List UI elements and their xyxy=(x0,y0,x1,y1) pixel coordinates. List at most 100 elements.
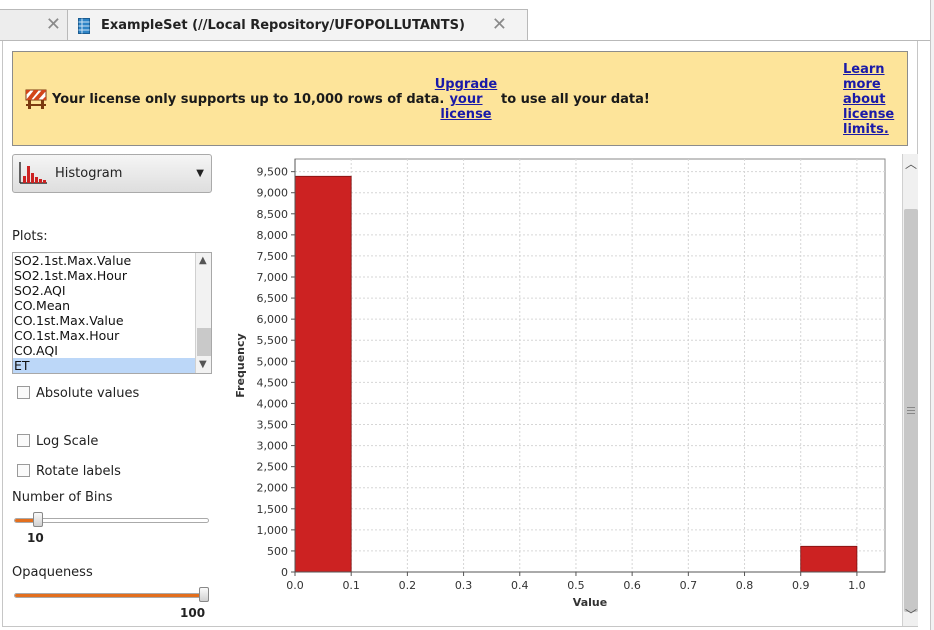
absolute-values-label: Absolute values xyxy=(36,386,140,401)
tab-close-icon[interactable]: ✕ xyxy=(491,14,507,35)
license-message: Your license only supports up to 10,000 … xyxy=(52,92,445,107)
y-tick-label: 2,500 xyxy=(257,461,289,474)
link-line: Upgrade xyxy=(434,77,498,92)
link-line: about xyxy=(843,92,886,107)
y-tick-label: 6,500 xyxy=(257,292,289,305)
tab-divider xyxy=(0,40,934,41)
x-tick-label: 0.7 xyxy=(680,579,698,592)
y-tick-label: 4,000 xyxy=(257,397,289,410)
license-banner: Your license only supports up to 10,000 … xyxy=(12,51,908,146)
upgrade-license-link[interactable]: Upgrade your license xyxy=(434,77,498,122)
x-tick-label: 0.2 xyxy=(399,579,417,592)
slider-track xyxy=(14,518,209,523)
plots-label: Plots: xyxy=(12,229,48,244)
number-of-bins-label: Number of Bins xyxy=(12,490,113,505)
y-tick-label: 7,500 xyxy=(257,250,289,263)
plot-type-value: Histogram xyxy=(55,166,123,181)
log-scale-checkbox[interactable] xyxy=(17,434,30,447)
y-tick-label: 1,500 xyxy=(257,503,289,516)
plots-list-scrollbar[interactable]: ▲ ▼ xyxy=(195,253,211,373)
list-item[interactable]: CO.AQI xyxy=(14,343,58,358)
y-tick-label: 7,000 xyxy=(257,271,289,284)
y-tick-label: 3,000 xyxy=(257,440,289,453)
y-tick-label: 5,500 xyxy=(257,334,289,347)
link-line: license xyxy=(440,107,492,122)
link-line: license xyxy=(843,107,895,122)
chevron-down-icon[interactable]: ▼ xyxy=(199,359,207,370)
x-tick-label: 0.9 xyxy=(792,579,810,592)
link-line: more xyxy=(843,77,881,92)
y-tick-label: 8,500 xyxy=(257,208,289,221)
list-item[interactable]: SO2.1st.Max.Value xyxy=(14,253,132,268)
x-axis-title: Value xyxy=(573,596,607,609)
rotate-labels-label: Rotate labels xyxy=(36,464,121,479)
panel-scroll-thumb[interactable] xyxy=(904,209,918,612)
chevron-down-icon: ▼ xyxy=(196,168,204,179)
x-tick-label: 0.5 xyxy=(567,579,585,592)
y-tick-label: 5,000 xyxy=(257,355,289,368)
y-tick-label: 9,500 xyxy=(257,166,289,179)
tab-close-icon[interactable]: ✕ xyxy=(45,14,61,35)
histogram-bar-0 xyxy=(294,175,352,573)
license-message-suffix: to use all your data! xyxy=(501,92,650,107)
x-tick-label: 0.4 xyxy=(511,579,529,592)
histogram-icon xyxy=(18,161,48,188)
x-tick-label: 1.0 xyxy=(848,579,866,592)
absolute-values-checkbox[interactable] xyxy=(17,386,30,399)
x-tick-label: 0.0 xyxy=(286,579,304,592)
y-tick-label: 4,500 xyxy=(257,376,289,389)
editor-tab-strip: ✕ ExampleSet (//Local Repository/UFOPOLL… xyxy=(0,0,934,41)
y-axis-title: Frequency xyxy=(234,333,247,397)
y-tick-label: 500 xyxy=(267,545,288,558)
link-line: limits. xyxy=(843,122,889,137)
window-edge xyxy=(930,0,934,630)
number-of-bins-slider[interactable] xyxy=(14,512,210,528)
tab-title: ExampleSet (//Local Repository/UFOPOLLUT… xyxy=(101,18,465,33)
y-tick-label: 0 xyxy=(281,566,288,579)
scroll-grip-icon xyxy=(907,407,915,414)
tab-exampleset[interactable]: ExampleSet (//Local Repository/UFOPOLLUT… xyxy=(67,9,528,41)
x-tick-label: 0.3 xyxy=(455,579,473,592)
x-tick-label: 0.1 xyxy=(342,579,360,592)
x-tick-label: 0.8 xyxy=(736,579,754,592)
histogram-chart: 0 500 1,000 1,500 2,000 2,500 3,000 3,500 4,000 4… xyxy=(222,154,902,624)
y-tick-label: 9,000 xyxy=(257,187,289,200)
list-item[interactable]: CO.1st.Max.Hour xyxy=(14,328,120,343)
exampleset-icon xyxy=(78,18,90,37)
list-item[interactable]: SO2.1st.Max.Hour xyxy=(14,268,127,283)
tab-previous[interactable]: ✕ xyxy=(0,9,68,41)
slider-thumb[interactable] xyxy=(199,587,209,602)
learn-more-link[interactable]: Learn more about license limits. xyxy=(843,62,899,137)
y-tick-label: 6,000 xyxy=(257,313,289,326)
list-item[interactable]: CO.Mean xyxy=(14,298,71,313)
list-item[interactable]: SO2.AQI xyxy=(14,283,66,298)
x-tick-label: 0.6 xyxy=(623,579,641,592)
y-tick-label: 1,000 xyxy=(257,524,289,537)
list-item[interactable]: CO.1st.Max.Value xyxy=(14,313,124,328)
plot-area xyxy=(294,158,886,573)
histogram-bar-1 xyxy=(800,545,858,573)
histogram-svg: 0 500 1,000 1,500 2,000 2,500 3,000 3,500 4,000 4… xyxy=(234,158,886,609)
chevron-up-icon[interactable]: ︿ xyxy=(905,157,918,171)
list-item-selected[interactable]: ET xyxy=(13,358,196,373)
roadblock-icon xyxy=(24,88,48,113)
y-tick-label: 3,500 xyxy=(257,419,289,432)
slider-thumb[interactable] xyxy=(33,512,43,527)
plots-list-scroll-thumb[interactable] xyxy=(197,328,211,356)
number-of-bins-value: 10 xyxy=(27,531,44,545)
link-line: Learn xyxy=(843,62,885,77)
slider-fill xyxy=(15,594,204,597)
panel-scrollbar[interactable]: ︿ ﹀ xyxy=(902,154,918,626)
plots-list[interactable]: SO2.1st.Max.Value SO2.1st.Max.Hour SO2.A… xyxy=(12,252,212,374)
slider-fill xyxy=(15,519,38,522)
opaqueness-label: Opaqueness xyxy=(12,565,93,580)
chevron-down-icon[interactable]: ﹀ xyxy=(905,608,918,622)
plot-type-dropdown[interactable]: Histogram ▼ xyxy=(12,154,212,193)
opaqueness-value: 100 xyxy=(180,606,206,620)
link-line: your xyxy=(449,92,483,107)
y-tick-label: 2,000 xyxy=(257,482,289,495)
y-tick-label: 8,000 xyxy=(257,229,289,242)
opaqueness-slider[interactable] xyxy=(14,587,210,603)
chevron-up-icon[interactable]: ▲ xyxy=(199,255,207,266)
rotate-labels-checkbox[interactable] xyxy=(17,464,30,477)
